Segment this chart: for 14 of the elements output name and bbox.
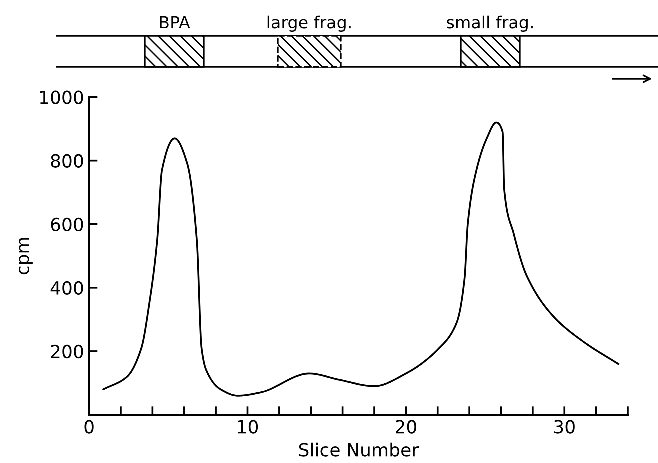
y-tick-label: 1000 <box>40 90 84 104</box>
y-tick-label: 200 <box>51 344 84 359</box>
x-tick-label: 0 <box>84 420 94 434</box>
text: small frag. <box>447 16 533 32</box>
y-tick-label: 600 <box>51 218 84 232</box>
x-tick-label: 10 <box>238 420 258 434</box>
x-axis-title: Slice Number <box>299 442 420 457</box>
y-axis-title: cpm <box>19 238 33 275</box>
y-tick-label: 400 <box>50 281 84 296</box>
text: large frag. <box>268 16 351 32</box>
x-tick-label: 30 <box>554 420 575 434</box>
x-tick-label: 20 <box>396 420 416 434</box>
text: BPA <box>160 16 190 29</box>
y-tick-label: 800 <box>51 154 84 168</box>
